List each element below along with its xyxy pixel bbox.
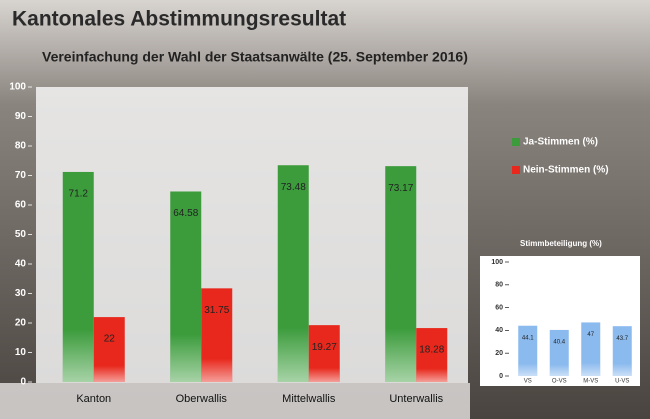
y-tick-label: 90: [15, 111, 27, 122]
data-label: 31.75: [204, 305, 229, 316]
bar-fade: [549, 329, 569, 376]
bar-fade: [581, 322, 601, 376]
y-tick-label: 50: [15, 229, 27, 240]
y-tick-label: 0: [499, 373, 503, 380]
y-tick-label: 100: [491, 259, 503, 266]
data-label: 22: [104, 334, 116, 345]
bar-fade: [416, 328, 448, 382]
x-tick-label: M-VS: [583, 379, 598, 385]
legend-label: Ja-Stimmen (%): [523, 137, 598, 148]
y-tick-label: 20: [15, 318, 27, 329]
chart-subtitle: Vereinfachung der Wahl der Staatsanwälte…: [42, 49, 468, 65]
data-label: 44.1: [522, 335, 534, 341]
bar-fade: [93, 317, 125, 382]
x-tick-label: Oberwallis: [176, 393, 228, 405]
data-label: 73.48: [281, 182, 306, 193]
x-tick-label: Mittelwallis: [282, 393, 336, 405]
y-tick-label: 30: [15, 288, 27, 299]
y-tick-label: 0: [20, 377, 26, 388]
y-tick-label: 20: [495, 350, 503, 357]
y-tick-label: 40: [495, 327, 503, 334]
category-band: [0, 383, 470, 419]
inset-title: Stimmbeteiligung (%): [520, 239, 602, 248]
y-tick-label: 100: [9, 82, 26, 93]
bar-fade: [385, 166, 417, 382]
data-label: 40.4: [553, 340, 565, 346]
y-tick-label: 80: [15, 141, 27, 152]
data-label: 47: [587, 332, 594, 338]
bar-fade: [201, 288, 233, 382]
data-label: 71.2: [69, 189, 89, 200]
bar-fade: [170, 191, 202, 382]
legend-swatch: [512, 138, 520, 146]
data-label: 19.27: [312, 342, 337, 353]
bar-fade: [308, 325, 340, 382]
x-tick-label: Kanton: [76, 393, 111, 405]
y-tick-label: 60: [15, 200, 27, 211]
bar-fade: [518, 325, 538, 376]
bar-fade: [62, 171, 94, 382]
x-tick-label: VS: [524, 379, 532, 385]
bar-fade: [612, 326, 632, 376]
x-tick-label: O-VS: [552, 379, 567, 385]
y-tick-label: 60: [495, 304, 503, 311]
bar-fade: [277, 165, 309, 382]
data-label: 64.58: [173, 208, 198, 219]
data-label: 43.7: [616, 336, 628, 342]
data-label: 73.17: [388, 183, 413, 194]
y-tick-label: 10: [15, 347, 27, 358]
y-tick-label: 70: [15, 170, 27, 181]
data-label: 18.28: [419, 345, 444, 356]
x-tick-label: U-VS: [615, 379, 629, 385]
x-tick-label: Unterwallis: [389, 393, 443, 405]
y-tick-label: 40: [15, 259, 27, 270]
legend-swatch: [512, 166, 520, 174]
legend-label: Nein-Stimmen (%): [523, 165, 609, 176]
chart-title: Kantonales Abstimmungsresultat: [12, 8, 346, 31]
y-tick-label: 80: [495, 282, 503, 289]
